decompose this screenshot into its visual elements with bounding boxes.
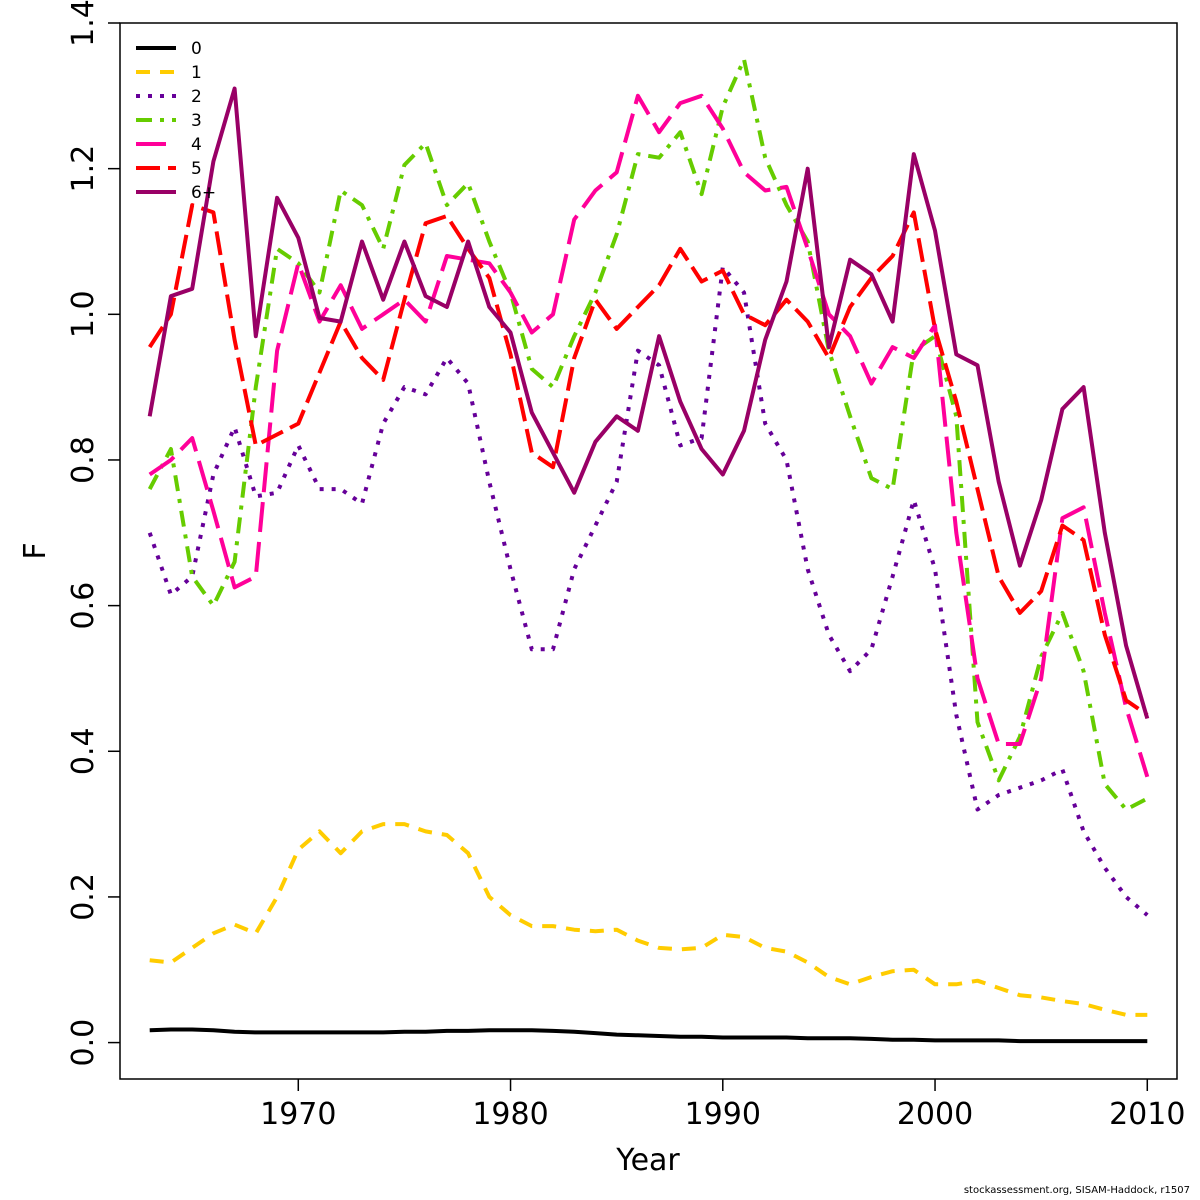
legend-label: 6+ (191, 183, 216, 203)
y-tick-label: 0.6 (66, 582, 101, 630)
legend-label: 1 (191, 63, 202, 83)
series-line-2 (147, 265, 1149, 917)
y-tick-label: 0.8 (66, 436, 101, 484)
x-tick-label: 1990 (685, 1097, 761, 1132)
x-axis: 1970 1980 1990 2000 2010 (260, 1079, 1185, 1132)
y-tick-label: 0.2 (66, 873, 101, 921)
y-tick-label: 1.0 (66, 290, 101, 338)
legend-label: 0 (191, 39, 202, 59)
series-line-5 (148, 203, 1149, 717)
series-line-0 (149, 1027, 1148, 1044)
legend: 0 1 2 3 4 5 6+ (136, 39, 216, 203)
y-tick-label: 1.2 (66, 145, 101, 193)
x-axis-title: Year (615, 1143, 680, 1178)
footer-credit: stockassessment.org, SISAM-Haddock, r150… (963, 1185, 1190, 1196)
y-tick-label: 0.4 (66, 727, 101, 775)
legend-label: 2 (191, 87, 202, 107)
x-tick-label: 2000 (897, 1097, 973, 1132)
plot-frame (119, 22, 1178, 1080)
y-axis-title: F (18, 542, 53, 559)
y-axis: 0.0 0.2 0.4 0.6 0.8 1.0 1.2 1.4 (66, 0, 120, 1066)
legend-label: 5 (191, 159, 202, 179)
x-tick-label: 2010 (1109, 1097, 1185, 1132)
series-layer (147, 57, 1150, 1044)
series-line-4 (148, 93, 1150, 778)
x-tick-label: 1970 (260, 1097, 336, 1132)
series-line-1 (149, 822, 1148, 1017)
series-line-3 (147, 57, 1149, 812)
legend-label: 3 (191, 111, 202, 131)
y-tick-label: 1.4 (66, 0, 101, 47)
legend-label: 4 (191, 135, 202, 155)
x-tick-label: 1980 (472, 1097, 548, 1132)
series-line-6plus (147, 86, 1150, 720)
y-tick-label: 0.0 (66, 1019, 101, 1067)
